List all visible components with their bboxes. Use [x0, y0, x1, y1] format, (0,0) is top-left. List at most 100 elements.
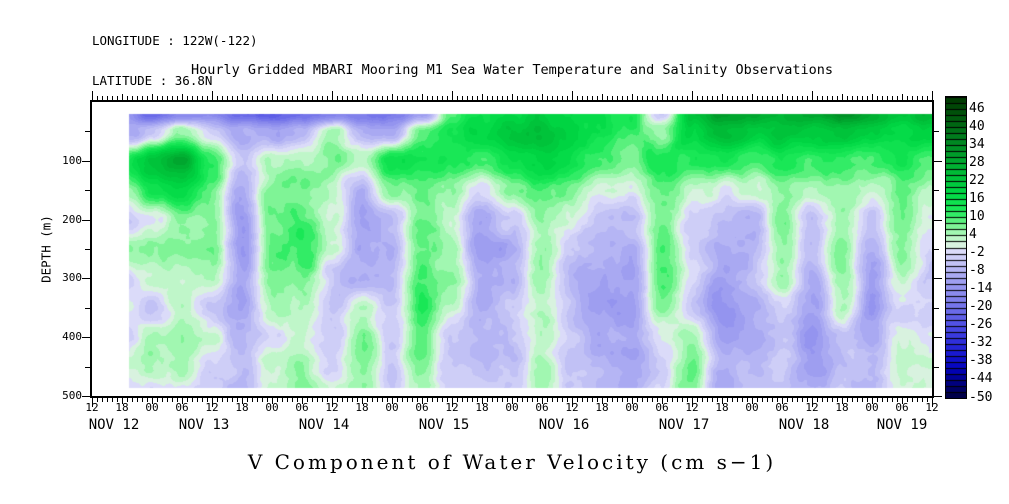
- x-axis-tick-top: [282, 96, 283, 100]
- hour-tick-label: 00: [865, 401, 879, 414]
- hour-tick-label: 12: [925, 401, 939, 414]
- x-axis-tick-top: [572, 91, 573, 100]
- x-axis-tick-top: [267, 96, 268, 100]
- x-axis-tick: [417, 398, 418, 402]
- x-axis-tick: [822, 398, 823, 402]
- x-axis-tick-top: [322, 96, 323, 100]
- date-label: NOV 16: [538, 417, 590, 433]
- x-axis-tick-top: [117, 96, 118, 100]
- x-axis-tick: [402, 398, 403, 402]
- y-axis-tick: [82, 219, 90, 221]
- x-axis-tick-top: [907, 96, 908, 100]
- x-axis-tick: [137, 398, 138, 402]
- hour-tick-label: 00: [385, 401, 399, 414]
- x-axis-tick-top: [147, 96, 148, 100]
- x-axis-tick: [867, 398, 868, 402]
- header-longitude: LONGITUDE : 122W(-122): [92, 32, 258, 48]
- x-axis-tick: [487, 398, 488, 402]
- x-axis-tick-top: [877, 96, 878, 100]
- x-axis-tick: [302, 398, 303, 404]
- x-axis-tick: [127, 398, 128, 402]
- x-axis-tick-top: [137, 96, 138, 100]
- x-axis-tick-top: [192, 96, 193, 100]
- x-axis-tick: [877, 398, 878, 402]
- x-axis-tick-top: [787, 96, 788, 100]
- x-axis-tick: [142, 398, 143, 402]
- x-axis-tick: [392, 398, 393, 404]
- x-axis-tick-top: [327, 96, 328, 100]
- x-axis-tick: [872, 398, 873, 404]
- x-axis-tick-top: [512, 94, 513, 100]
- x-axis-tick: [572, 398, 573, 407]
- hour-tick-label: 18: [475, 401, 489, 414]
- x-axis-tick: [102, 398, 103, 402]
- hour-tick-label: 00: [265, 401, 279, 414]
- x-axis-tick: [222, 398, 223, 402]
- x-axis-tick-top: [397, 96, 398, 100]
- x-axis-tick-top: [262, 96, 263, 100]
- x-axis-tick-top: [497, 96, 498, 100]
- x-axis-tick: [472, 398, 473, 402]
- x-axis-tick: [912, 398, 913, 402]
- hour-tick-label: 12: [685, 401, 699, 414]
- x-axis-tick: [742, 398, 743, 402]
- x-axis-tick: [172, 398, 173, 402]
- x-axis-tick-top: [712, 96, 713, 100]
- x-axis-tick-top: [422, 94, 423, 100]
- x-axis-tick-top: [467, 96, 468, 100]
- x-axis-tick: [147, 398, 148, 402]
- x-axis-tick: [432, 398, 433, 402]
- x-axis-tick-top: [547, 96, 548, 100]
- y-axis-tick: [82, 160, 90, 162]
- x-axis-tick-top: [432, 96, 433, 100]
- x-axis-tick: [187, 398, 188, 402]
- x-axis-tick: [532, 398, 533, 402]
- x-axis-tick-top: [122, 94, 123, 100]
- x-axis-tick-top: [457, 96, 458, 100]
- x-axis-tick: [192, 398, 193, 402]
- hour-tick-label: 18: [595, 401, 609, 414]
- x-axis-tick: [527, 398, 528, 402]
- x-axis-tick-top: [477, 96, 478, 100]
- x-axis-tick: [567, 398, 568, 402]
- colorbar-label: -32: [969, 335, 993, 351]
- x-axis-tick: [717, 398, 718, 402]
- x-axis-tick-top: [412, 96, 413, 100]
- y-axis-tick: [82, 337, 90, 339]
- x-axis-tick: [477, 398, 478, 402]
- hour-tick-label: 12: [565, 401, 579, 414]
- x-axis-tick-top: [812, 91, 813, 100]
- x-axis-tick-top: [242, 94, 243, 100]
- x-axis-tick: [462, 398, 463, 402]
- x-axis-tick-top: [517, 96, 518, 100]
- x-axis-tick: [177, 398, 178, 402]
- x-axis-tick-top: [912, 96, 913, 100]
- depth-tick-label: 500: [62, 389, 82, 402]
- x-axis-tick-top: [417, 96, 418, 100]
- x-axis-tick: [847, 398, 848, 402]
- x-axis-tick-top: [817, 96, 818, 100]
- chart-title: Hourly Gridded MBARI Mooring M1 Sea Wate…: [190, 62, 834, 78]
- x-axis-tick-top: [297, 96, 298, 100]
- x-axis-tick-top: [867, 96, 868, 100]
- x-axis-tick: [827, 398, 828, 402]
- x-axis-tick-top: [917, 96, 918, 100]
- hour-tick-label: 12: [805, 401, 819, 414]
- x-axis-tick-top: [317, 96, 318, 100]
- x-axis-tick: [842, 398, 843, 404]
- colorbar-label: -44: [969, 371, 993, 387]
- x-axis-tick-top: [822, 96, 823, 100]
- x-axis-tick: [602, 398, 603, 404]
- x-axis-tick: [832, 398, 833, 402]
- x-axis-tick-top: [112, 96, 113, 100]
- x-axis-tick-top: [802, 96, 803, 100]
- hour-tick-label: 18: [715, 401, 729, 414]
- x-axis-tick: [362, 398, 363, 404]
- x-axis-tick: [337, 398, 338, 402]
- x-axis-tick: [667, 398, 668, 402]
- y-axis-tick-right: [934, 307, 939, 309]
- x-axis-tick-top: [557, 96, 558, 100]
- hour-tick-label: 00: [505, 401, 519, 414]
- x-axis-tick: [672, 398, 673, 402]
- y-axis-tick-right: [934, 131, 939, 133]
